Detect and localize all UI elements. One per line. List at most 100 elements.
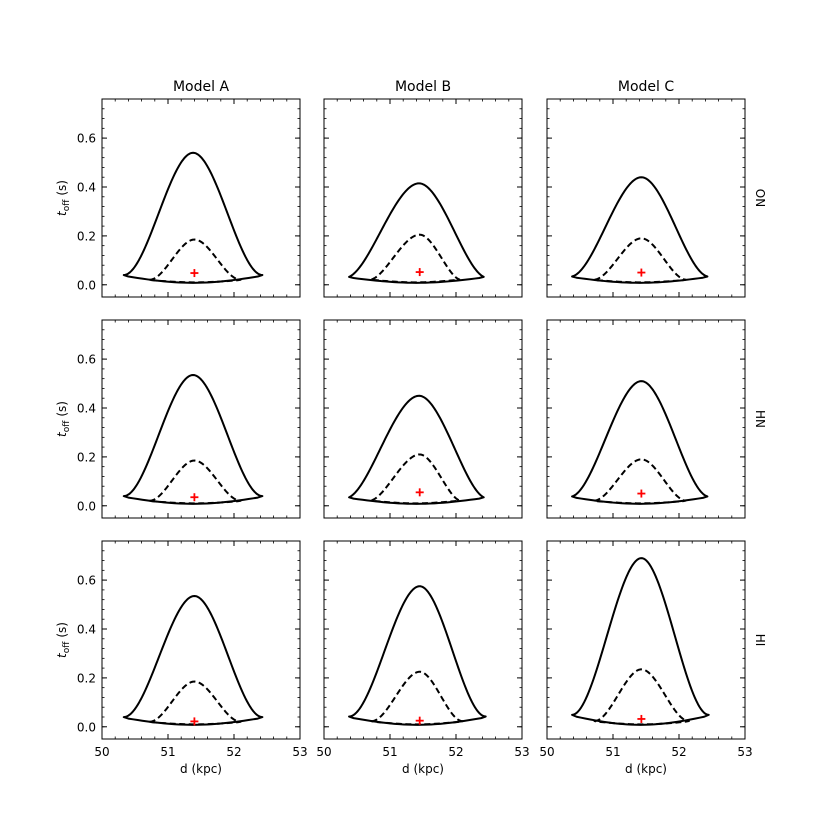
y-axis-label-main: t [55, 652, 69, 658]
best-fit-marker [190, 717, 199, 726]
best-fit-marker [415, 716, 424, 725]
panel-frame [323, 98, 523, 298]
y-tick-label: 0.6 [77, 574, 96, 588]
panel-frame [101, 540, 301, 740]
row-label: ON [753, 189, 767, 207]
x-tick-label: 53 [737, 745, 752, 759]
inner-contour [593, 458, 687, 505]
y-axis-label-unit: (s) [55, 401, 69, 420]
y-tick-label: 0.2 [77, 229, 96, 243]
x-tick-label: 51 [160, 745, 175, 759]
y-axis-label-unit: (s) [55, 622, 69, 641]
y-axis-label-main: t [55, 210, 69, 216]
y-tick-label: 0.0 [77, 278, 96, 292]
inner-contour [148, 238, 242, 284]
contour-group [571, 176, 709, 284]
y-axis-label-sub: off [62, 420, 72, 433]
x-tick-label: 53 [292, 745, 307, 759]
panel-frame [101, 98, 301, 298]
panel-frame [546, 319, 746, 519]
y-axis-label-unit: (s) [55, 180, 69, 199]
tick-marks [101, 319, 301, 518]
panel-on-model-b: Model B [323, 79, 523, 298]
best-fit-marker [190, 493, 199, 502]
tick-marks [323, 319, 523, 518]
panel-on-model-c: Model C ON [546, 79, 767, 298]
best-fit-marker [637, 489, 646, 498]
y-tick-label: 0.0 [77, 499, 96, 513]
panel-hi-model-c: 50 51 52 53 d (kpc) HI [539, 540, 767, 776]
y-tick-label: 0.2 [77, 450, 96, 464]
panel-hn-model-c: HN [546, 319, 767, 519]
y-tick-label: 0.4 [77, 402, 96, 416]
panel-hi-model-b: 50 51 52 53 d (kpc) [316, 540, 530, 776]
row-label: HI [753, 634, 767, 647]
x-tick-label: 51 [605, 745, 620, 759]
contour-group [571, 557, 710, 726]
contour-group [348, 394, 485, 505]
y-axis-label: toff (s) [55, 180, 72, 216]
outer-contour [348, 394, 485, 505]
tick-marks [101, 540, 301, 739]
contour-group [348, 182, 485, 284]
contour-group [122, 374, 264, 505]
x-tick-label: 51 [382, 745, 397, 759]
outer-contour [571, 557, 710, 726]
x-axis-label: d (kpc) [180, 762, 222, 776]
x-axis-label: d (kpc) [402, 762, 444, 776]
x-tick-label: 53 [514, 745, 529, 759]
column-title: Model B [395, 79, 451, 95]
y-tick-label: 0.0 [77, 720, 96, 734]
y-axis-label-sub: off [62, 641, 72, 654]
y-tick-label: 0.2 [77, 671, 96, 685]
inner-contour [593, 237, 687, 284]
outer-contour [122, 595, 264, 726]
inner-contour [370, 453, 461, 505]
x-tick-label: 50 [94, 745, 109, 759]
panel-hn-model-b [323, 319, 523, 519]
outer-contour [348, 585, 487, 726]
panel-hn-model-a: 0.0 0.2 0.4 0.6 toff (s) [55, 319, 301, 519]
inner-contour [148, 680, 242, 726]
y-tick-label: 0.6 [77, 353, 96, 367]
best-fit-marker [637, 714, 646, 723]
y-axis-label-main: t [55, 431, 69, 437]
y-tick-label: 0.4 [77, 623, 96, 637]
x-tick-label: 52 [448, 745, 463, 759]
panel-hi-model-a: 0.0 0.2 0.4 0.6 toff (s) 50 51 52 53 d (kpc) [55, 540, 308, 776]
panel-frame [323, 319, 523, 519]
x-axis-label: d (kpc) [625, 762, 667, 776]
tick-marks [546, 540, 746, 739]
panel-frame [323, 540, 523, 740]
outer-contour [122, 151, 264, 284]
x-tick-label: 50 [539, 745, 554, 759]
outer-contour [571, 176, 709, 284]
tick-marks [323, 540, 523, 739]
panel-frame [546, 98, 746, 298]
column-title: Model C [618, 79, 674, 95]
row-label: HN [753, 410, 767, 428]
tick-marks [546, 319, 746, 518]
outer-contour [348, 182, 485, 284]
panel-frame [101, 319, 301, 519]
y-axis-label: toff (s) [55, 622, 72, 658]
tick-marks [323, 98, 523, 297]
best-fit-marker [415, 488, 424, 497]
y-tick-label: 0.4 [77, 181, 96, 195]
best-fit-marker [415, 268, 424, 277]
outer-contour [571, 380, 709, 505]
best-fit-marker [637, 268, 646, 277]
contour-group [571, 380, 709, 505]
inner-contour [148, 459, 242, 505]
contour-group [122, 151, 264, 284]
y-axis-label: toff (s) [55, 401, 72, 437]
outer-contour [122, 374, 264, 505]
contour-group [348, 585, 487, 726]
y-tick-label: 0.6 [77, 132, 96, 146]
panel-on-model-a: 0.0 0.2 0.4 0.6 toff (s) Model A [55, 79, 301, 298]
inner-contour [370, 670, 464, 726]
tick-marks [101, 98, 301, 297]
inner-contour [370, 233, 461, 284]
